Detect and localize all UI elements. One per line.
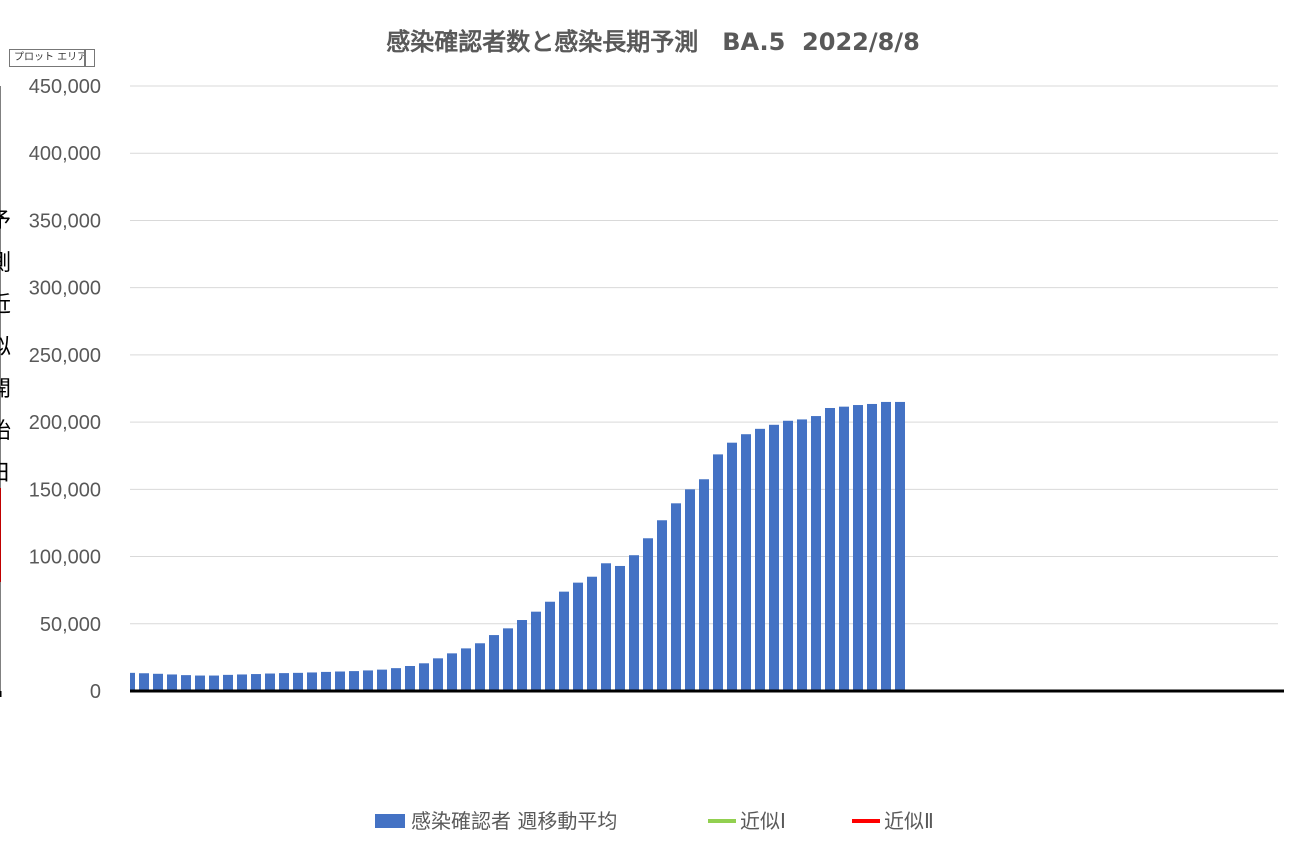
bar: [251, 674, 261, 691]
y-tick-label: 250,000: [29, 345, 101, 367]
bar: [769, 424, 779, 691]
annotation-char: 測: [0, 251, 11, 276]
y-tick-label: 200,000: [29, 412, 101, 434]
annotation-char: 開: [0, 377, 11, 402]
bar: [139, 673, 149, 691]
y-tick-label: 450,000: [29, 76, 101, 98]
bar: [881, 401, 891, 691]
bar: [587, 576, 597, 691]
bar: [405, 665, 415, 691]
bar: [209, 675, 219, 691]
bar: [867, 403, 877, 691]
y-tick-label: 100,000: [29, 547, 101, 569]
annotation-char: 近: [0, 293, 11, 318]
bar: [517, 620, 527, 691]
annotation-char: 始: [0, 419, 11, 444]
y-tick-label: 350,000: [29, 210, 101, 232]
bar: [130, 672, 135, 691]
bar: [265, 673, 275, 691]
annotation-char: 日: [0, 461, 11, 486]
bar: [713, 454, 723, 691]
bar: [349, 671, 359, 691]
bar: [419, 663, 429, 691]
bar: [657, 520, 667, 691]
legend-label: 近似Ⅰ: [740, 809, 786, 833]
legend-swatch-bar: [375, 814, 405, 828]
bar: [811, 416, 821, 691]
bar: [685, 489, 695, 691]
y-tick-label: 300,000: [29, 278, 101, 300]
bar: [293, 672, 303, 691]
bar: [601, 563, 611, 691]
y-tick-label: 400,000: [29, 143, 101, 165]
bar: [853, 405, 863, 691]
y-tick-label: 50,000: [40, 614, 101, 636]
bar: [153, 673, 163, 691]
bar: [377, 669, 387, 691]
bar: [629, 555, 639, 691]
bar: [783, 420, 793, 691]
legend-label: 近似Ⅱ: [884, 809, 934, 833]
bar: [433, 658, 443, 691]
bar: [727, 442, 737, 691]
bar: [223, 674, 233, 691]
bar: [363, 670, 373, 691]
bar: [181, 675, 191, 691]
bar: [307, 672, 317, 691]
bar: [895, 401, 905, 691]
bar: [475, 643, 485, 691]
bar: [335, 671, 345, 691]
tooltip-handle: [84, 49, 95, 67]
bar: [279, 673, 289, 691]
bar: [559, 591, 569, 691]
bar: [461, 648, 471, 691]
bar: [447, 653, 457, 691]
bar: [755, 428, 765, 691]
bar: [741, 434, 751, 691]
bar: [671, 503, 681, 691]
bar: [573, 582, 583, 691]
bar: [489, 635, 499, 691]
bar: [503, 628, 513, 691]
bar: [237, 674, 247, 691]
bar: [167, 674, 177, 691]
bar: [195, 675, 205, 691]
chart-title: 感染確認者数と感染長期予測 BA.5 2022/8/8: [386, 28, 920, 56]
annotation-char: 予: [0, 209, 11, 234]
bar: [825, 407, 835, 691]
bar: [531, 611, 541, 691]
y-tick-label: 0: [90, 681, 101, 703]
bar: [699, 479, 709, 691]
annotation-char: 似: [0, 335, 11, 360]
bar: [545, 601, 555, 691]
bar: [797, 419, 807, 691]
bar: [391, 668, 401, 691]
bar: [615, 565, 625, 691]
legend: 感染確認者 週移動平均 近似Ⅰ 近似Ⅱ: [375, 809, 934, 833]
legend-label: 感染確認者 週移動平均: [411, 809, 617, 833]
bar: [839, 406, 849, 691]
bar: [321, 671, 331, 691]
y-tick-label: 150,000: [29, 479, 101, 501]
bar: [643, 538, 653, 691]
